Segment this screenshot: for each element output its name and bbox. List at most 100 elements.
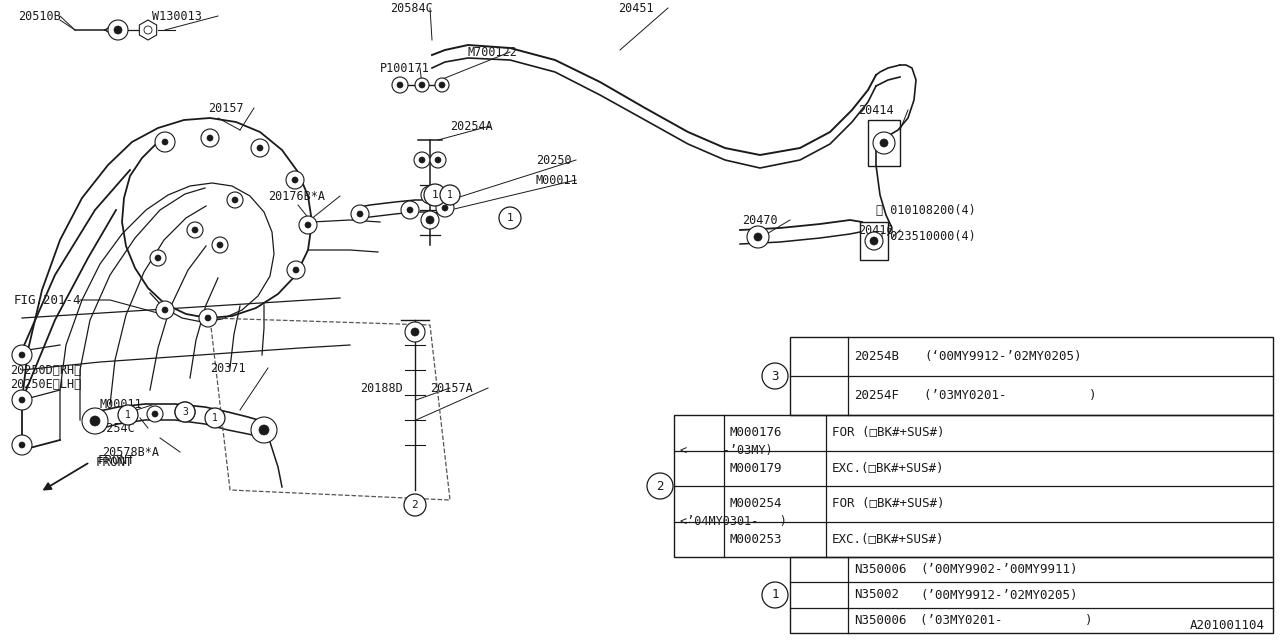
Text: M000254: M000254 xyxy=(730,497,782,510)
Text: 20371: 20371 xyxy=(210,362,246,374)
Circle shape xyxy=(407,207,413,213)
Circle shape xyxy=(430,152,445,168)
Circle shape xyxy=(413,152,430,168)
Text: (’03MY0201-           ): (’03MY0201- ) xyxy=(924,389,1097,402)
Bar xyxy=(860,222,888,260)
Circle shape xyxy=(125,412,131,418)
Circle shape xyxy=(150,250,166,266)
Text: 1: 1 xyxy=(772,589,778,602)
Text: EXC.(□BK#+SUS#): EXC.(□BK#+SUS#) xyxy=(832,461,945,475)
Text: FRONT: FRONT xyxy=(96,456,133,468)
Text: M00011: M00011 xyxy=(536,173,579,186)
Circle shape xyxy=(424,184,445,206)
Text: 1: 1 xyxy=(125,410,131,420)
Text: M700122: M700122 xyxy=(468,45,518,58)
Text: FIG.201-4: FIG.201-4 xyxy=(14,294,82,307)
Circle shape xyxy=(426,216,434,224)
Text: EXC.(□BK#+SUS#): EXC.(□BK#+SUS#) xyxy=(832,532,945,546)
Circle shape xyxy=(147,406,163,422)
Circle shape xyxy=(419,82,425,88)
Circle shape xyxy=(865,232,883,250)
Text: M00011: M00011 xyxy=(100,399,143,412)
Circle shape xyxy=(436,199,454,217)
Circle shape xyxy=(155,132,175,152)
Text: 20414: 20414 xyxy=(858,104,893,116)
Text: 20254B: 20254B xyxy=(854,350,899,363)
Circle shape xyxy=(404,322,425,342)
Text: 20254A: 20254A xyxy=(451,120,493,132)
Text: FOR (□BK#+SUS#): FOR (□BK#+SUS#) xyxy=(832,426,945,439)
Circle shape xyxy=(198,309,218,327)
Bar xyxy=(675,415,1274,557)
Text: (’03MY0201-           ): (’03MY0201- ) xyxy=(920,614,1093,627)
Circle shape xyxy=(251,417,276,443)
Circle shape xyxy=(201,129,219,147)
Text: Ⓑ 010108200(4): Ⓑ 010108200(4) xyxy=(876,204,975,216)
Circle shape xyxy=(646,473,673,499)
Circle shape xyxy=(435,78,449,92)
Circle shape xyxy=(415,78,429,92)
Text: 3: 3 xyxy=(772,369,778,383)
Circle shape xyxy=(762,582,788,608)
Text: <’04MY0301-   ): <’04MY0301- ) xyxy=(680,515,787,528)
Text: 1: 1 xyxy=(431,190,438,200)
Text: 20470: 20470 xyxy=(742,214,778,227)
Circle shape xyxy=(155,255,161,261)
Circle shape xyxy=(397,82,403,88)
Text: 20510B: 20510B xyxy=(18,10,60,22)
Bar xyxy=(868,120,900,166)
Circle shape xyxy=(754,233,762,241)
Circle shape xyxy=(212,414,218,420)
Circle shape xyxy=(187,222,204,238)
Circle shape xyxy=(351,205,369,223)
Text: 1: 1 xyxy=(447,190,453,200)
Circle shape xyxy=(12,345,32,365)
Text: <     -’03MY): < -’03MY) xyxy=(680,444,773,457)
Circle shape xyxy=(19,352,26,358)
Circle shape xyxy=(163,139,168,145)
Circle shape xyxy=(227,192,243,208)
Text: (‘00MY9912-’02MY0205): (‘00MY9912-’02MY0205) xyxy=(924,350,1082,363)
Circle shape xyxy=(152,411,157,417)
Text: A201001104: A201001104 xyxy=(1190,619,1265,632)
Text: FRONT: FRONT xyxy=(99,454,136,467)
Circle shape xyxy=(421,186,439,204)
Text: 20254F: 20254F xyxy=(854,389,899,402)
Text: 20176B*A: 20176B*A xyxy=(268,189,325,202)
Circle shape xyxy=(163,307,168,313)
Circle shape xyxy=(499,207,521,229)
Text: Ⓝ 023510000(4): Ⓝ 023510000(4) xyxy=(876,230,975,243)
Circle shape xyxy=(435,157,442,163)
Circle shape xyxy=(426,191,434,199)
Text: (’00MY9912-’02MY0205): (’00MY9912-’02MY0205) xyxy=(920,589,1078,602)
Circle shape xyxy=(205,315,211,321)
Text: M000179: M000179 xyxy=(730,461,782,475)
Circle shape xyxy=(212,237,228,253)
Circle shape xyxy=(401,201,419,219)
Circle shape xyxy=(19,397,26,403)
Circle shape xyxy=(143,26,152,34)
Text: 20578B*A: 20578B*A xyxy=(102,445,159,458)
Circle shape xyxy=(285,171,305,189)
Text: 20451: 20451 xyxy=(618,1,654,15)
Circle shape xyxy=(442,205,448,211)
Circle shape xyxy=(108,20,128,40)
Text: 1: 1 xyxy=(507,213,513,223)
Circle shape xyxy=(762,363,788,389)
Circle shape xyxy=(440,185,460,205)
Text: 20254C: 20254C xyxy=(92,422,134,435)
Polygon shape xyxy=(140,20,156,40)
Circle shape xyxy=(118,405,138,425)
Text: 20250E〈LH〉: 20250E〈LH〉 xyxy=(10,378,81,392)
Circle shape xyxy=(180,408,189,416)
Bar xyxy=(790,557,1274,633)
Circle shape xyxy=(419,157,425,163)
Circle shape xyxy=(192,227,198,233)
Circle shape xyxy=(232,197,238,203)
Circle shape xyxy=(873,132,895,154)
Circle shape xyxy=(421,211,439,229)
Text: P100171: P100171 xyxy=(380,61,430,74)
Text: 20250: 20250 xyxy=(536,154,572,166)
Circle shape xyxy=(748,226,769,248)
Circle shape xyxy=(12,435,32,455)
